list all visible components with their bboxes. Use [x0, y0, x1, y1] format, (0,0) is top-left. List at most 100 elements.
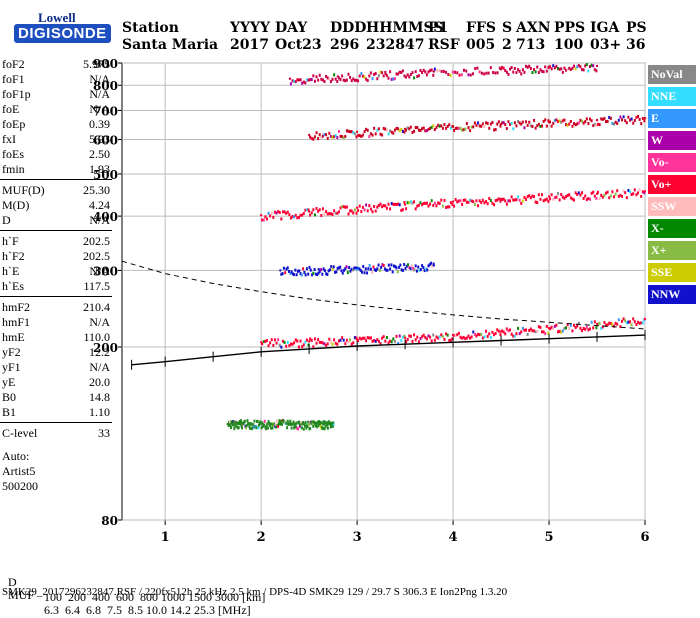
echo-point: [408, 75, 411, 79]
echo-point: [574, 67, 577, 71]
echo-point: [528, 328, 531, 332]
param-value: 12.2: [89, 345, 110, 359]
echo-point: [585, 325, 588, 329]
echo-point: [313, 337, 316, 341]
echo-point: [640, 122, 643, 126]
echo-point: [566, 193, 569, 197]
echo-point: [357, 133, 360, 137]
echo-point: [565, 123, 568, 127]
echo-point: [457, 127, 460, 131]
echo-point: [401, 268, 404, 272]
echo-point: [525, 64, 528, 68]
echo-point: [316, 425, 319, 429]
echo-point: [426, 268, 429, 272]
legend-item: SSW: [648, 197, 696, 216]
echo-point: [326, 423, 329, 427]
echo-point: [325, 74, 328, 78]
echo-point: [229, 426, 232, 430]
echo-point: [377, 263, 380, 267]
echo-point: [253, 419, 256, 423]
echo-point: [336, 266, 339, 270]
echo-point: [304, 424, 307, 428]
echo-point: [275, 211, 278, 215]
echo-point: [349, 75, 352, 79]
echo-point: [310, 338, 313, 342]
echo-point: [277, 338, 280, 342]
echo-point: [568, 193, 571, 197]
echo-point: [453, 128, 456, 132]
echo-point: [429, 202, 432, 206]
param-row: foEp 0.39: [0, 117, 118, 132]
echo-point: [271, 426, 274, 430]
param-name: fmin: [2, 162, 25, 176]
echo-point: [558, 198, 561, 202]
echo-point: [416, 335, 419, 339]
echo-point: [294, 268, 297, 272]
echo-point: [552, 121, 555, 125]
echo-point: [582, 196, 585, 200]
echo-point: [304, 273, 307, 277]
echo-point: [558, 119, 561, 123]
echo-point: [273, 422, 276, 426]
echo-point: [565, 195, 568, 199]
echo-point: [465, 336, 468, 340]
echo-point: [486, 121, 489, 125]
echo-point: [366, 209, 369, 213]
param-row: B1 1.10: [0, 405, 118, 420]
echo-point: [587, 69, 590, 73]
echo-point: [638, 117, 641, 121]
echo-point: [518, 69, 521, 73]
trace-point: [547, 66, 551, 69]
echo-point: [398, 70, 401, 74]
echo-point: [577, 191, 580, 195]
echo-point: [423, 269, 426, 273]
trace-point: [595, 64, 599, 68]
echo-point: [632, 192, 635, 196]
echo-point: [438, 335, 441, 339]
header-label-7: S: [502, 20, 513, 36]
echo-point: [303, 270, 306, 274]
legend-item: E: [648, 109, 696, 128]
echo-point: [409, 266, 412, 270]
echo-point: [513, 334, 516, 338]
param-row: h`F 202.5: [0, 234, 118, 249]
echo-point: [494, 199, 497, 203]
echo-point: [510, 121, 513, 125]
echo-point: [340, 269, 343, 273]
echo-point: [549, 197, 552, 201]
echo-point: [633, 320, 636, 324]
echo-point: [389, 129, 392, 133]
echo-point: [298, 424, 301, 428]
echo-point: [307, 272, 310, 276]
echo-point: [257, 423, 260, 427]
echo-point: [640, 321, 643, 325]
echo-point: [547, 199, 550, 203]
echo-point: [363, 271, 366, 275]
echo-point: [264, 339, 267, 343]
echo-point: [398, 129, 401, 133]
echo-point: [337, 129, 340, 133]
echo-point: [473, 121, 476, 125]
y-tick-label: 900: [93, 57, 118, 71]
param-value: N/A: [89, 87, 110, 101]
echo-point: [302, 421, 305, 425]
echo-point: [289, 419, 292, 423]
echo-point: [451, 70, 454, 74]
echo-point: [323, 133, 326, 137]
echo-point: [481, 198, 484, 202]
echo-point: [382, 74, 385, 78]
trace-point: [499, 197, 503, 201]
echo-point: [491, 201, 494, 205]
legend-item: NNW: [648, 285, 696, 304]
echo-point: [405, 128, 408, 132]
echo-point: [603, 116, 606, 120]
echo-point: [294, 338, 297, 342]
echo-point: [446, 333, 449, 337]
header-value-10: 03+: [590, 37, 622, 53]
echo-point: [318, 133, 321, 137]
echo-point: [387, 341, 390, 345]
echo-point: [605, 120, 608, 124]
echo-point: [416, 74, 419, 78]
echo-point: [376, 338, 379, 342]
echo-point: [497, 197, 500, 201]
